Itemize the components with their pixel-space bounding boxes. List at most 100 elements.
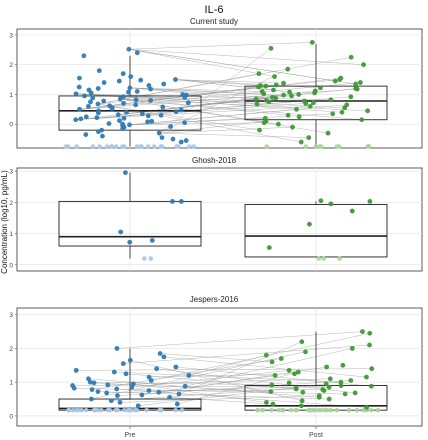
- data-point-pre: [127, 357, 133, 363]
- data-point-pre: [139, 392, 145, 398]
- data-point-pre: [134, 50, 140, 56]
- data-point-post: [318, 85, 323, 91]
- below-lod-point: [316, 407, 322, 413]
- data-point-post: [368, 383, 374, 389]
- data-point-post: [316, 394, 322, 400]
- box-post: [244, 201, 388, 258]
- y-tick-label: 2: [9, 346, 13, 353]
- data-point-pre: [134, 89, 140, 94]
- data-point-post: [354, 86, 360, 92]
- data-point-pre: [156, 389, 162, 395]
- data-point-pre: [127, 122, 132, 128]
- below-lod-point: [107, 407, 113, 413]
- data-point-pre: [106, 121, 112, 127]
- data-point-post: [261, 120, 267, 126]
- pair-line: [91, 351, 306, 400]
- data-point-pre: [123, 170, 128, 176]
- data-point-post: [339, 109, 345, 115]
- data-point-post: [286, 367, 292, 373]
- data-point-post: [269, 359, 275, 365]
- pair-line: [120, 395, 320, 403]
- data-point-pre: [154, 366, 160, 372]
- x-tick-label-post: Post: [309, 432, 323, 439]
- data-point-post: [268, 45, 274, 51]
- below-lod-point: [79, 407, 84, 413]
- below-lod-point: [276, 407, 282, 413]
- pair-line: [178, 341, 302, 395]
- pair-line: [159, 132, 309, 138]
- pair-line: [90, 381, 272, 386]
- below-lod-point: [98, 407, 104, 413]
- data-point-pre: [89, 387, 95, 392]
- data-point-post: [323, 381, 329, 387]
- data-point-post: [367, 198, 373, 204]
- pair-line: [159, 48, 272, 134]
- panel-border: [16, 167, 423, 272]
- data-point-post: [289, 93, 294, 99]
- data-point-pre: [83, 132, 89, 138]
- data-point-pre: [89, 396, 94, 402]
- data-point-post: [281, 80, 286, 86]
- data-point-post: [342, 391, 348, 397]
- data-point-pre: [183, 138, 189, 143]
- data-point-post: [272, 74, 277, 79]
- y-tick-label: 3: [9, 32, 13, 39]
- data-point-pre: [186, 373, 192, 378]
- data-point-post: [325, 130, 331, 136]
- below-lod-point: [361, 407, 366, 413]
- data-point-post: [299, 398, 305, 404]
- data-point-post: [306, 135, 312, 140]
- data-point-post: [340, 362, 346, 368]
- below-lod-point: [173, 407, 178, 413]
- data-point-pre: [120, 361, 126, 367]
- below-lod-point: [151, 144, 157, 149]
- panel-current-study: Current study 0 1 2 3: [9, 17, 423, 149]
- data-point-post: [281, 92, 287, 98]
- data-point-pre: [135, 403, 141, 409]
- data-point-pre: [146, 83, 152, 88]
- data-point-post: [273, 95, 279, 101]
- data-point-pre: [120, 126, 126, 132]
- data-point-pre: [174, 401, 180, 407]
- data-point-post: [285, 66, 291, 72]
- below-lod-point: [109, 144, 115, 149]
- data-point-post: [254, 101, 260, 107]
- panel-title: Current study: [190, 17, 238, 26]
- data-point-pre: [126, 89, 131, 95]
- data-point-pre: [167, 394, 173, 400]
- data-point-pre: [114, 346, 120, 351]
- below-lod-point: [148, 256, 154, 261]
- data-point-pre: [73, 117, 79, 123]
- data-point-pre: [90, 95, 96, 101]
- below-lod-point: [293, 407, 299, 413]
- data-point-pre: [95, 389, 101, 395]
- data-point-pre: [95, 86, 101, 91]
- data-point-pre: [101, 80, 107, 85]
- data-point-post: [349, 346, 355, 351]
- data-point-pre: [76, 84, 82, 90]
- data-point-pre: [100, 133, 105, 139]
- data-point-pre: [170, 198, 175, 204]
- data-point-post: [365, 108, 371, 114]
- data-point-pre: [95, 110, 101, 116]
- below-lod-point: [321, 256, 326, 261]
- data-point-post: [361, 62, 366, 68]
- pair-line: [76, 368, 372, 371]
- below-lod-point: [269, 407, 274, 413]
- below-lod-point: [303, 144, 309, 149]
- data-point-pre: [105, 382, 111, 388]
- data-point-pre: [101, 98, 107, 104]
- pair-line: [159, 68, 288, 134]
- x-tick-label-pre: Pre: [125, 432, 136, 439]
- below-lod-point: [260, 407, 266, 413]
- pair-line: [159, 126, 293, 134]
- data-point-pre: [148, 98, 154, 103]
- data-point-post: [268, 389, 274, 395]
- pair-line: [129, 118, 266, 126]
- data-point-pre: [129, 384, 135, 390]
- data-point-pre: [173, 364, 179, 370]
- data-point-post: [367, 330, 373, 336]
- data-point-pre: [146, 388, 152, 393]
- data-point-pre: [91, 380, 97, 386]
- below-lod-point: [66, 407, 72, 413]
